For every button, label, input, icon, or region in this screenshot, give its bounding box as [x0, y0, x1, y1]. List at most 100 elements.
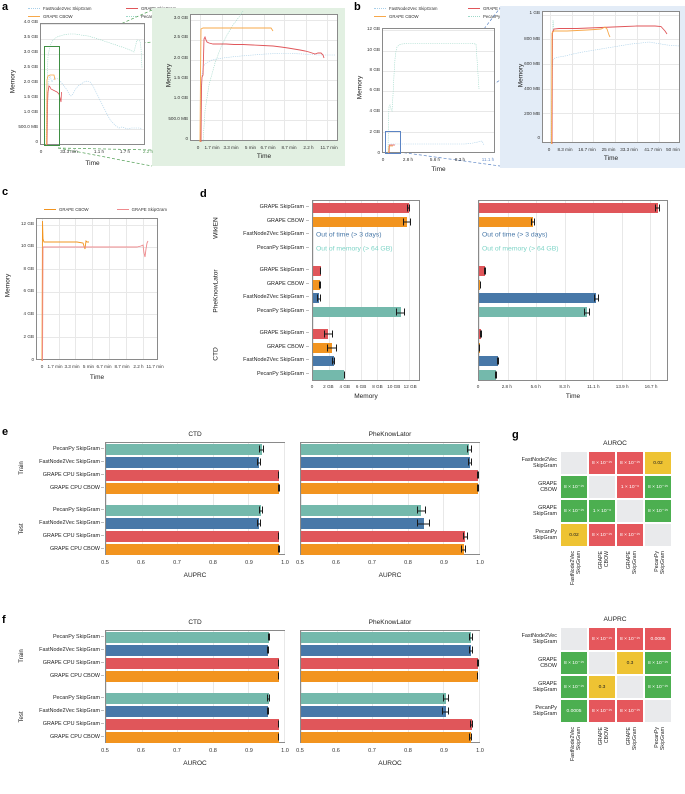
- heatmap-cell-r2-c2: [616, 499, 644, 523]
- gridline: [306, 15, 308, 140]
- ytick: 1 GB: [529, 10, 540, 15]
- time-xtick: 11.1 h: [587, 384, 600, 389]
- bar-0: [106, 444, 262, 455]
- method-label: FastNode2Vec SkipGram: [39, 519, 100, 526]
- error-bar: [494, 371, 498, 379]
- panel-c: c GRAPE CBOW GRAPE SkipGram 0 2 GB 4 G: [0, 185, 200, 400]
- heatmap-cell-r3-c3: [644, 699, 672, 723]
- gridline: [109, 219, 110, 359]
- error-bar-line: [319, 270, 322, 272]
- gridline: [336, 443, 338, 554]
- error-bar: [277, 659, 280, 667]
- bar-3: [301, 671, 478, 682]
- panel-a-inset-ylabel: Memory: [165, 63, 173, 88]
- bar-3: [106, 544, 280, 555]
- gridline: [543, 39, 679, 41]
- xtick: 33.3 min: [620, 147, 638, 152]
- category-tick: –: [306, 245, 309, 252]
- category-tick: –: [306, 371, 309, 378]
- gridline: [571, 12, 573, 142]
- panel-f-chart0-title: CTD: [188, 619, 202, 626]
- series-grape-cbow: [551, 26, 611, 145]
- legend-swatch-line: [374, 8, 386, 9]
- gridline: [549, 12, 551, 142]
- gridline: [248, 631, 250, 742]
- panel-a-inset-plot: [190, 10, 338, 143]
- xtick: 1.0: [476, 748, 484, 754]
- error-bar: [476, 672, 479, 680]
- memory-xtick: 0: [310, 384, 314, 389]
- bar-0: [106, 505, 262, 516]
- xtick: 8.7 min: [114, 364, 130, 369]
- bar-1: [301, 706, 446, 717]
- bar-row: [301, 470, 480, 481]
- error-bar: [259, 445, 264, 453]
- panel-b-inset-ylabel: Memory: [517, 63, 525, 88]
- bar-2: [301, 658, 478, 669]
- panel-e-label: e: [2, 426, 9, 438]
- legend-swatch-line: [374, 16, 386, 17]
- heatmap-cell-r2-c1: 0.3: [588, 675, 616, 699]
- bar-0: [313, 265, 321, 276]
- bar-row: [479, 370, 667, 381]
- bar-3: [106, 732, 279, 743]
- category-label: PecanPy SkipGram: [256, 245, 304, 252]
- xtick: 6.7 min: [96, 364, 112, 369]
- bar-2: [313, 356, 334, 367]
- gridline: [615, 12, 617, 142]
- series-fastnode2vec: [550, 41, 680, 145]
- method-label: PecanPy SkipGram: [52, 506, 100, 513]
- gridline: [41, 39, 144, 40]
- gridline: [106, 631, 107, 742]
- category-label: GRAPE SkipGram: [259, 329, 304, 336]
- series-grape-skipgram: [551, 25, 668, 145]
- gridline: [345, 201, 347, 380]
- error-bar-line: [257, 462, 261, 464]
- error-bar-line: [277, 536, 280, 538]
- bar-2: [301, 531, 466, 542]
- heatmap-col-label-3: PecanPy SkipGram: [654, 551, 666, 575]
- xtick: 0.8: [209, 560, 217, 566]
- error-bar: [407, 204, 410, 212]
- bar-1: [479, 216, 534, 227]
- xtick: 3.3 min: [64, 364, 80, 369]
- series-grape-skipgram: [46, 85, 62, 147]
- series-grape-skipgram: [388, 144, 395, 155]
- legend-item-fastnode2vec: FastNode2Vec SkipGram: [374, 6, 456, 11]
- panel-c-legend: GRAPE CBOW GRAPE SkipGram: [44, 207, 167, 212]
- memory-xtick: 8 GB: [372, 384, 383, 389]
- error-bar-line: [467, 462, 472, 464]
- heatmap-row-label-1: GRAPE CBOW: [538, 480, 557, 493]
- series-grape-cbow: [41, 220, 89, 362]
- error-bar: [259, 506, 264, 514]
- method-tick: –: [101, 458, 104, 465]
- bar-row: [301, 719, 479, 730]
- method-tick: –: [101, 506, 104, 513]
- error-bar-line: [479, 284, 481, 286]
- error-bar-line: [323, 333, 333, 335]
- error-bar-line: [266, 650, 269, 652]
- panel-a-label: a: [2, 1, 9, 13]
- gridline: [37, 269, 157, 271]
- bar-row: [313, 307, 419, 318]
- ytick: 3.5 GB: [23, 34, 38, 39]
- series-pecanpy: [387, 43, 480, 155]
- heatmap-col-label-1: GRAPE CBOW: [598, 727, 610, 746]
- error-bar-line: [477, 475, 479, 477]
- series-grape-skipgram: [42, 240, 149, 362]
- heatmap-col-label-2: GRAPE SkipGram: [626, 727, 638, 751]
- error-bar-line: [277, 724, 280, 726]
- panel-e-chart0-plot: [105, 442, 285, 555]
- panel-d-memory-xlabel: Memory: [354, 393, 378, 400]
- category-tick: –: [306, 217, 309, 224]
- error-bar: [479, 281, 482, 289]
- panel-d-time-plot: Out of time (> 3 days) Out of memory (> 6…: [478, 200, 668, 381]
- bar-row: [479, 293, 667, 304]
- legend-label: GRAPE CBOW: [59, 207, 89, 212]
- bar-row: [106, 505, 284, 516]
- annotation-out-of-memory: Out of memory (> 64 GB): [482, 245, 559, 253]
- panel-e-chart1-title: PheKnowLator: [368, 431, 412, 438]
- error-bar-line: [483, 270, 486, 272]
- heatmap-row-label-0: FastNode2Vec SkipGram: [521, 632, 557, 645]
- error-bar-line: [496, 361, 500, 363]
